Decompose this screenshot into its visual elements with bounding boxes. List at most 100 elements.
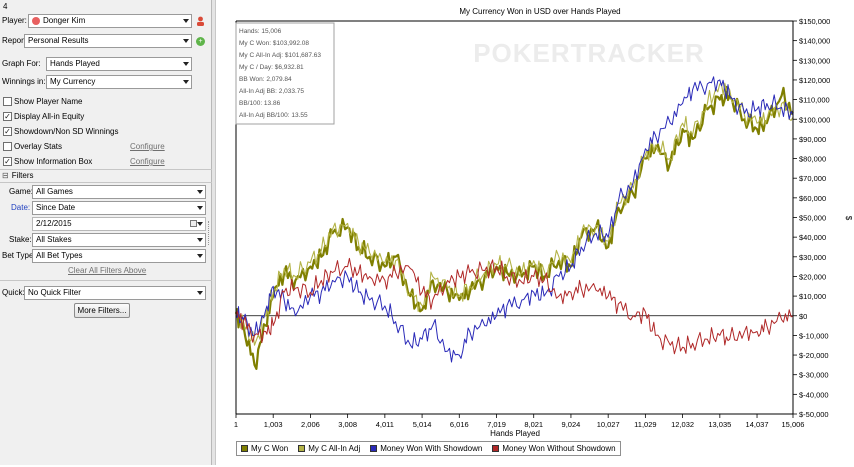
series-line-0 — [234, 85, 794, 370]
y-tick-label: $20,000 — [799, 272, 826, 281]
bet-type-select[interactable]: All Bet Types — [32, 249, 206, 263]
info-per-day: My C / Day: $6,932.81 — [239, 64, 304, 71]
player-select[interactable]: Donger Kim — [28, 14, 192, 28]
separator — [0, 169, 212, 170]
collapse-icon: ⊟ — [2, 171, 9, 180]
display-allin-equity-checkbox[interactable]: ✓ — [3, 112, 12, 121]
y-axis-ticks: $150,000 $140,000 $130,000 $120,000 $110,000… — [793, 17, 830, 419]
chevron-down-icon — [197, 190, 203, 194]
show-player-name-label: Show Player Name — [14, 97, 83, 106]
y-tick-label: $110,000 — [799, 96, 830, 105]
y-tick-label: $140,000 — [799, 37, 830, 46]
x-tick-label: 2,006 — [301, 420, 320, 429]
calendar-icon[interactable] — [190, 220, 197, 227]
y-tick-label: $130,000 — [799, 56, 830, 65]
show-info-box-checkbox[interactable]: ✓ — [3, 157, 12, 166]
y-tick-label: $40,000 — [799, 233, 826, 242]
winnings-label: Winnings in: — [2, 77, 46, 86]
y-tick-label: $-40,000 — [799, 390, 829, 399]
overlay-stats-configure-link[interactable]: Configure — [130, 142, 165, 151]
quick-filter-value: No Quick Filter — [28, 288, 81, 297]
date-input-value: 2/12/2015 — [36, 219, 72, 228]
bet-type-select-value: All Bet Types — [36, 251, 83, 260]
series-line-3 — [235, 257, 794, 355]
y-tick-label: $80,000 — [799, 155, 826, 164]
legend-item-my-c-won[interactable]: My C Won — [241, 444, 288, 453]
pokertracker-watermark: POKERTRACKER — [473, 38, 705, 68]
date-select[interactable]: Since Date — [32, 201, 206, 215]
legend-swatch — [492, 445, 500, 452]
x-tick-label: 11,029 — [634, 420, 656, 429]
x-tick-label: 12,032 — [671, 420, 694, 429]
resize-grip[interactable] — [208, 221, 210, 245]
results-chart: My Currency Won in USD over Hands Played… — [234, 7, 853, 438]
collapse-marker[interactable]: 4 — [3, 2, 8, 11]
panel-splitter[interactable] — [212, 0, 216, 465]
graph-for-select[interactable]: Hands Played — [46, 57, 192, 71]
game-label: Game: — [9, 187, 34, 196]
add-report-icon[interactable]: + — [196, 37, 205, 46]
player-settings-icon[interactable] — [196, 16, 205, 26]
stake-select[interactable]: All Stakes — [32, 233, 206, 247]
x-axis-label: Hands Played — [490, 429, 540, 438]
clear-filters-link[interactable]: Clear All Filters Above — [68, 266, 147, 275]
overlay-stats-checkbox[interactable] — [3, 142, 12, 151]
stake-label: Stake: — [9, 235, 32, 244]
y-tick-label: $-10,000 — [799, 331, 829, 340]
info-box-configure-link[interactable]: Configure — [130, 157, 165, 166]
report-label: Report: — [2, 36, 29, 45]
x-tick-label: 4,011 — [376, 420, 394, 429]
x-tick-label: 13,035 — [708, 420, 731, 429]
y-tick-label: $-50,000 — [799, 410, 829, 419]
date-select-value: Since Date — [36, 203, 76, 212]
legend-item-showdown[interactable]: Money Won With Showdown — [370, 444, 482, 453]
y-tick-label: $10,000 — [799, 292, 826, 301]
more-filters-button[interactable]: More Filters... — [74, 303, 130, 318]
bet-type-label: Bet Type: — [2, 251, 36, 260]
game-select[interactable]: All Games — [32, 185, 206, 199]
y-tick-label: $-30,000 — [799, 371, 829, 380]
overlay-stats-label: Overlay Stats — [14, 142, 63, 151]
show-player-name-checkbox[interactable] — [3, 97, 12, 106]
series-line-2 — [235, 76, 794, 363]
info-won: My C Won: $103,992.08 — [239, 40, 309, 47]
y-tick-label: $150,000 — [799, 17, 830, 26]
x-tick-label: 15,006 — [782, 420, 805, 429]
y-axis-label: $ — [844, 216, 853, 221]
legend-label: My C Won — [251, 444, 289, 453]
info-box-frame — [235, 22, 335, 125]
sidebar-panel: 4 Player: Donger Kim Report: Personal Re… — [0, 0, 212, 465]
player-select-value: Donger Kim — [43, 16, 86, 25]
filters-section-header[interactable]: ⊟ Filters — [2, 170, 33, 182]
chart-area: My Currency Won in USD over Hands Played… — [217, 0, 854, 465]
chevron-down-icon — [197, 291, 203, 295]
graph-for-select-value: Hands Played — [50, 59, 100, 68]
showdown-winnings-checkbox[interactable]: ✓ — [3, 127, 12, 136]
showdown-winnings-label: Showdown/Non SD Winnings — [14, 127, 119, 136]
y-tick-label: $-20,000 — [799, 351, 829, 360]
date-input[interactable]: 2/12/2015 — [32, 217, 206, 231]
graph-for-label: Graph For: — [2, 59, 41, 68]
show-info-box-label: Show Information Box — [14, 157, 93, 166]
quick-filter-select[interactable]: No Quick Filter — [24, 286, 206, 300]
info-allin-adj: My C All-In Adj: $101,687.63 — [239, 52, 321, 59]
info-bb-100: BB/100: 13.86 — [239, 100, 281, 107]
x-tick-label: 7,019 — [487, 420, 506, 429]
winnings-select[interactable]: My Currency — [46, 75, 192, 89]
y-tick-label: $30,000 — [799, 253, 826, 262]
y-tick-label: $0 — [799, 312, 807, 321]
report-select[interactable]: Personal Results — [24, 34, 192, 48]
player-label: Player: — [2, 16, 27, 25]
legend-item-non-showdown[interactable]: Money Won Without Showdown — [492, 444, 616, 453]
info-allin-adj-bb-100: All-In Adj BB/100: 13.55 — [239, 112, 308, 119]
chevron-down-icon — [183, 62, 189, 66]
info-hands: Hands: 15,006 — [239, 28, 282, 35]
date-label: Date: — [11, 203, 31, 212]
y-tick-label: $60,000 — [799, 194, 826, 203]
chevron-down-icon — [183, 39, 189, 43]
legend-item-my-c-allin-adj[interactable]: My C All-In Adj — [298, 444, 360, 453]
y-tick-label: $100,000 — [799, 115, 830, 124]
x-axis-ticks: 1 1,003 2,006 3,008 4,011 5,014 6,016 7,019 8,02… — [234, 414, 805, 429]
chevron-down-icon — [183, 19, 189, 23]
separator — [0, 182, 212, 183]
